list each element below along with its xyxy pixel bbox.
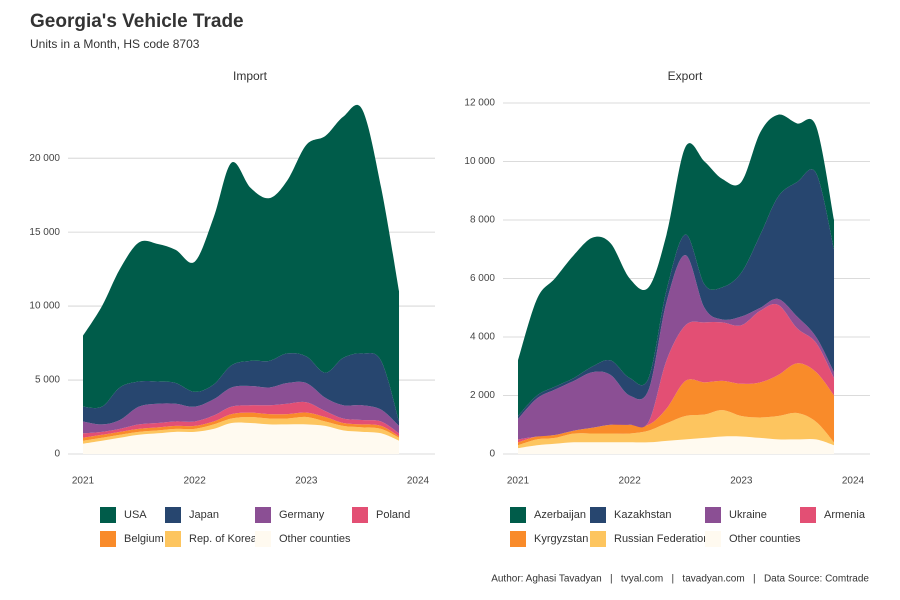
legend-swatch — [165, 531, 181, 547]
y-tick-label: 2 000 — [470, 390, 495, 401]
legend-label: Ukraine — [729, 509, 767, 521]
area — [518, 436, 835, 454]
legend-label: Poland — [376, 509, 410, 521]
legend-label: Kyrgyzstan — [534, 533, 588, 545]
x-tick-label: 2023 — [730, 476, 753, 487]
legend-label: Armenia — [824, 509, 866, 521]
area — [83, 104, 400, 422]
legend-label: Belgium — [124, 533, 164, 545]
legend-swatch — [510, 531, 526, 547]
area — [83, 401, 400, 438]
area — [83, 381, 400, 434]
y-tick-label: 0 — [489, 449, 495, 460]
y-tick-label: 20 000 — [29, 153, 60, 164]
legend-label: Russian Federation — [614, 533, 709, 545]
legend-swatch — [255, 507, 271, 523]
x-tick-label: 2024 — [407, 476, 430, 487]
area — [518, 410, 835, 449]
area — [83, 416, 400, 444]
area — [83, 422, 400, 454]
subtitle: Units in a Month, HS code 8703 — [30, 37, 200, 51]
legend-label: USA — [124, 509, 147, 521]
legend-label: Kazakhstan — [614, 509, 671, 521]
y-tick-label: 5 000 — [35, 375, 60, 386]
x-tick-label: 2021 — [72, 476, 95, 487]
x-tick-label: 2021 — [507, 476, 530, 487]
area — [83, 412, 400, 441]
panel-title: Export — [668, 69, 703, 83]
legend-swatch — [705, 531, 721, 547]
caption: Author: Aghasi Tavadyan | tvyal.com | ta… — [491, 574, 869, 585]
legend-swatch — [800, 507, 816, 523]
legend-swatch — [510, 507, 526, 523]
legend-swatch — [100, 507, 116, 523]
area — [518, 363, 835, 446]
x-tick-label: 2022 — [619, 476, 642, 487]
legend-swatch — [590, 507, 606, 523]
y-tick-label: 15 000 — [29, 227, 60, 238]
legend-label: Other counties — [279, 533, 351, 545]
legend-label: Germany — [279, 509, 325, 521]
y-tick-label: 8 000 — [470, 215, 495, 226]
area — [518, 303, 835, 443]
legend-swatch — [165, 507, 181, 523]
area — [518, 114, 835, 416]
y-tick-label: 10 000 — [464, 156, 495, 167]
y-tick-label: 10 000 — [29, 301, 60, 312]
legend-swatch — [255, 531, 271, 547]
area — [518, 169, 835, 419]
y-tick-label: 0 — [54, 449, 60, 460]
area — [83, 352, 400, 426]
legend-swatch — [705, 507, 721, 523]
y-tick-label: 6 000 — [470, 273, 495, 284]
panel-title: Import — [233, 69, 268, 83]
title: Georgia's Vehicle Trade — [30, 11, 244, 32]
legend-label: Azerbaijan — [534, 509, 586, 521]
y-tick-label: 12 000 — [464, 98, 495, 109]
area — [518, 255, 835, 440]
legend-label: Rep. of Korea — [189, 533, 258, 545]
x-tick-label: 2023 — [295, 476, 318, 487]
legend-swatch — [352, 507, 368, 523]
x-tick-label: 2024 — [842, 476, 865, 487]
legend-swatch — [590, 531, 606, 547]
legend-swatch — [100, 531, 116, 547]
x-tick-label: 2022 — [184, 476, 207, 487]
legend-label: Japan — [189, 509, 219, 521]
legend-label: Other counties — [729, 533, 801, 545]
y-tick-label: 4 000 — [470, 332, 495, 343]
